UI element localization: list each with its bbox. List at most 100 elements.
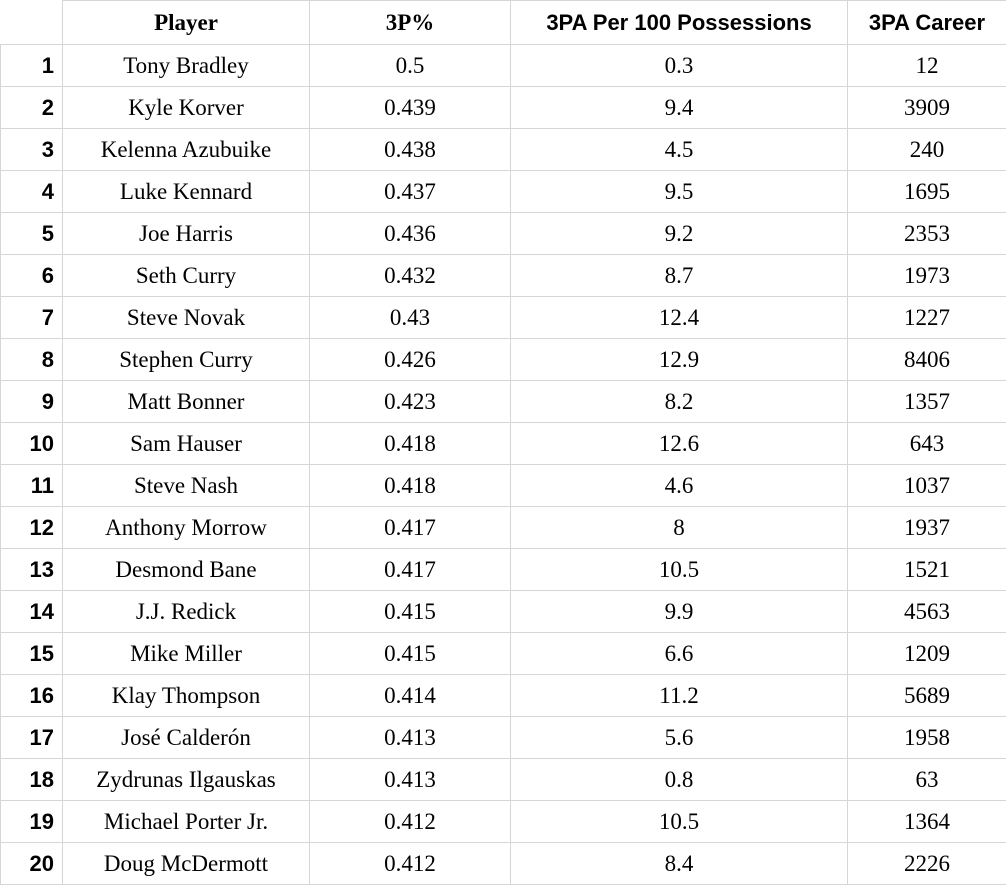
row-number-cell[interactable]: 13 [1,549,63,591]
row-number-cell[interactable]: 1 [1,45,63,87]
attempts-per-100-cell[interactable]: 12.9 [511,339,848,381]
three-point-pct-cell[interactable]: 0.5 [310,45,511,87]
career-attempts-cell[interactable]: 1973 [848,255,1006,297]
header-3p-pct[interactable]: 3P% [310,1,511,45]
attempts-per-100-cell[interactable]: 9.2 [511,213,848,255]
career-attempts-cell[interactable]: 12 [848,45,1006,87]
attempts-per-100-cell[interactable]: 6.6 [511,633,848,675]
three-point-pct-cell[interactable]: 0.418 [310,423,511,465]
row-number-cell[interactable]: 18 [1,759,63,801]
player-name-cell[interactable]: Joe Harris [63,213,310,255]
attempts-per-100-cell[interactable]: 9.4 [511,87,848,129]
three-point-pct-cell[interactable]: 0.438 [310,129,511,171]
career-attempts-cell[interactable]: 1521 [848,549,1006,591]
attempts-per-100-cell[interactable]: 12.4 [511,297,848,339]
player-name-cell[interactable]: Doug McDermott [63,843,310,885]
player-name-cell[interactable]: Michael Porter Jr. [63,801,310,843]
attempts-per-100-cell[interactable]: 10.5 [511,549,848,591]
three-point-pct-cell[interactable]: 0.417 [310,507,511,549]
player-name-cell[interactable]: Kyle Korver [63,87,310,129]
row-number-cell[interactable]: 14 [1,591,63,633]
row-number-cell[interactable]: 10 [1,423,63,465]
career-attempts-cell[interactable]: 1209 [848,633,1006,675]
player-name-cell[interactable]: Stephen Curry [63,339,310,381]
three-point-pct-cell[interactable]: 0.43 [310,297,511,339]
attempts-per-100-cell[interactable]: 9.9 [511,591,848,633]
attempts-per-100-cell[interactable]: 0.8 [511,759,848,801]
row-number-cell[interactable]: 20 [1,843,63,885]
three-point-pct-cell[interactable]: 0.413 [310,759,511,801]
three-point-pct-cell[interactable]: 0.413 [310,717,511,759]
attempts-per-100-cell[interactable]: 4.6 [511,465,848,507]
player-name-cell[interactable]: Luke Kennard [63,171,310,213]
row-number-cell[interactable]: 6 [1,255,63,297]
career-attempts-cell[interactable]: 8406 [848,339,1006,381]
player-name-cell[interactable]: Desmond Bane [63,549,310,591]
career-attempts-cell[interactable]: 1037 [848,465,1006,507]
player-name-cell[interactable]: Steve Novak [63,297,310,339]
row-number-cell[interactable]: 11 [1,465,63,507]
player-name-cell[interactable]: Steve Nash [63,465,310,507]
attempts-per-100-cell[interactable]: 8.2 [511,381,848,423]
row-number-cell[interactable]: 19 [1,801,63,843]
attempts-per-100-cell[interactable]: 8.7 [511,255,848,297]
player-name-cell[interactable]: Seth Curry [63,255,310,297]
attempts-per-100-cell[interactable]: 10.5 [511,801,848,843]
row-number-cell[interactable]: 12 [1,507,63,549]
three-point-pct-cell[interactable]: 0.423 [310,381,511,423]
row-number-cell[interactable]: 15 [1,633,63,675]
player-name-cell[interactable]: Matt Bonner [63,381,310,423]
row-number-cell[interactable]: 7 [1,297,63,339]
career-attempts-cell[interactable]: 2226 [848,843,1006,885]
career-attempts-cell[interactable]: 643 [848,423,1006,465]
three-point-pct-cell[interactable]: 0.412 [310,843,511,885]
row-number-cell[interactable]: 4 [1,171,63,213]
attempts-per-100-cell[interactable]: 5.6 [511,717,848,759]
three-point-pct-cell[interactable]: 0.417 [310,549,511,591]
attempts-per-100-cell[interactable]: 12.6 [511,423,848,465]
row-number-cell[interactable]: 16 [1,675,63,717]
attempts-per-100-cell[interactable]: 11.2 [511,675,848,717]
player-name-cell[interactable]: Sam Hauser [63,423,310,465]
header-player[interactable]: Player [63,1,310,45]
career-attempts-cell[interactable]: 1958 [848,717,1006,759]
three-point-pct-cell[interactable]: 0.412 [310,801,511,843]
three-point-pct-cell[interactable]: 0.437 [310,171,511,213]
attempts-per-100-cell[interactable]: 9.5 [511,171,848,213]
player-name-cell[interactable]: Zydrunas Ilgauskas [63,759,310,801]
attempts-per-100-cell[interactable]: 8 [511,507,848,549]
career-attempts-cell[interactable]: 5689 [848,675,1006,717]
career-attempts-cell[interactable]: 1364 [848,801,1006,843]
career-attempts-cell[interactable]: 1937 [848,507,1006,549]
row-number-cell[interactable]: 17 [1,717,63,759]
row-number-cell[interactable]: 5 [1,213,63,255]
career-attempts-cell[interactable]: 4563 [848,591,1006,633]
three-point-pct-cell[interactable]: 0.432 [310,255,511,297]
three-point-pct-cell[interactable]: 0.439 [310,87,511,129]
three-point-pct-cell[interactable]: 0.418 [310,465,511,507]
attempts-per-100-cell[interactable]: 0.3 [511,45,848,87]
player-name-cell[interactable]: Mike Miller [63,633,310,675]
player-name-cell[interactable]: J.J. Redick [63,591,310,633]
row-number-cell[interactable]: 2 [1,87,63,129]
career-attempts-cell[interactable]: 1227 [848,297,1006,339]
three-point-pct-cell[interactable]: 0.414 [310,675,511,717]
attempts-per-100-cell[interactable]: 8.4 [511,843,848,885]
player-name-cell[interactable]: Klay Thompson [63,675,310,717]
career-attempts-cell[interactable]: 1357 [848,381,1006,423]
career-attempts-cell[interactable]: 63 [848,759,1006,801]
row-number-cell[interactable]: 9 [1,381,63,423]
row-number-cell[interactable]: 3 [1,129,63,171]
player-name-cell[interactable]: Kelenna Azubuike [63,129,310,171]
career-attempts-cell[interactable]: 2353 [848,213,1006,255]
three-point-pct-cell[interactable]: 0.426 [310,339,511,381]
player-name-cell[interactable]: Tony Bradley [63,45,310,87]
header-3pa-career[interactable]: 3PA Career [848,1,1006,45]
player-name-cell[interactable]: Anthony Morrow [63,507,310,549]
three-point-pct-cell[interactable]: 0.415 [310,591,511,633]
corner-cell[interactable] [1,1,63,45]
career-attempts-cell[interactable]: 3909 [848,87,1006,129]
attempts-per-100-cell[interactable]: 4.5 [511,129,848,171]
player-name-cell[interactable]: José Calderón [63,717,310,759]
career-attempts-cell[interactable]: 1695 [848,171,1006,213]
